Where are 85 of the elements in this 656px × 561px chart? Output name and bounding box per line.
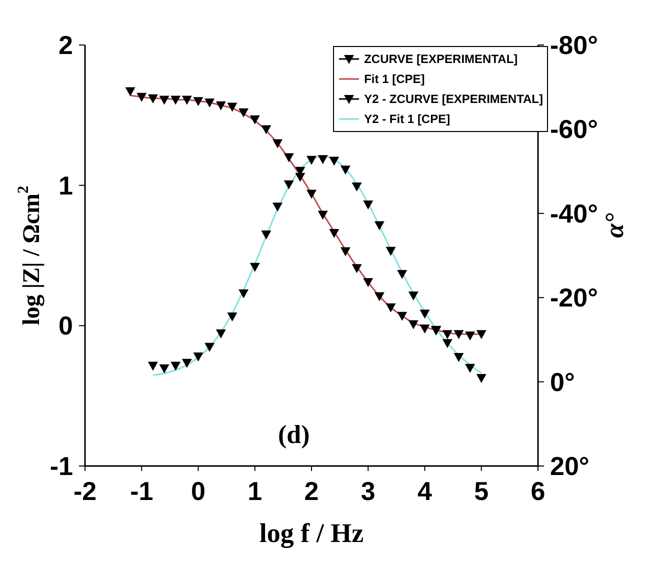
x-tick-label: 1 <box>248 476 262 506</box>
legend-label: Y2 - ZCURVE [EXPERIMENTAL] <box>364 91 543 108</box>
legend-label: ZCURVE [EXPERIMENTAL] <box>364 51 518 68</box>
annotation: (d) <box>278 420 310 450</box>
point <box>374 292 384 302</box>
point <box>204 98 215 108</box>
legend-label: Fit 1 [CPE] <box>364 71 425 88</box>
point <box>476 330 486 340</box>
y2-tick-label: -20° <box>550 282 598 313</box>
point <box>272 202 283 212</box>
point <box>261 230 272 240</box>
point <box>476 374 486 384</box>
point <box>238 108 249 118</box>
point <box>442 339 452 348</box>
point <box>465 364 476 373</box>
point <box>284 153 294 162</box>
point <box>284 180 294 190</box>
y-tick-label: 2 <box>58 30 73 60</box>
x-tick-label: 2 <box>304 476 319 506</box>
point <box>159 364 170 374</box>
y-tick-label: 1 <box>58 170 73 200</box>
point <box>374 221 384 230</box>
y-tick-label: -1 <box>50 451 73 481</box>
point <box>227 312 238 322</box>
point <box>340 247 350 256</box>
point <box>250 115 260 124</box>
point <box>216 101 226 110</box>
x-tick-label: 0 <box>191 476 206 506</box>
point <box>227 102 238 112</box>
point <box>170 96 181 105</box>
point <box>329 156 340 166</box>
x-tick-label: 3 <box>360 476 376 506</box>
point <box>420 324 430 334</box>
point <box>386 246 396 256</box>
x-tick-label: 4 <box>418 476 433 506</box>
y-tick-label: 0 <box>58 310 73 341</box>
point <box>125 87 136 96</box>
x-tick-label: 6 <box>530 476 546 506</box>
point <box>397 312 408 321</box>
point <box>159 96 170 105</box>
point <box>182 358 192 368</box>
point <box>318 210 328 220</box>
point <box>408 291 418 300</box>
point <box>306 190 316 199</box>
x-tick-label: 5 <box>474 476 489 506</box>
point <box>261 125 272 134</box>
point <box>272 139 283 148</box>
y2-tick-label: -40° <box>550 198 598 228</box>
point <box>193 97 204 106</box>
point <box>397 270 408 280</box>
point <box>216 329 226 338</box>
y2-tick-label: 0° <box>550 366 575 397</box>
point <box>363 278 374 288</box>
x-tick-label: -1 <box>130 476 154 506</box>
point <box>465 331 476 340</box>
point <box>352 264 362 274</box>
point <box>148 94 158 104</box>
point <box>250 262 260 272</box>
y2-tick-label: -60° <box>550 114 598 144</box>
legend-label: Y2 - Fit 1 [CPE] <box>364 111 450 128</box>
point <box>238 289 249 298</box>
line-series <box>152 155 482 376</box>
point <box>136 92 147 102</box>
point <box>204 342 215 352</box>
point <box>363 200 374 210</box>
point <box>352 182 362 192</box>
point <box>170 362 181 371</box>
y2-tick-label: 20° <box>550 451 590 481</box>
point <box>148 362 158 371</box>
point <box>306 156 316 165</box>
x-axis-title: log f / Hz <box>259 518 364 548</box>
point <box>442 330 452 340</box>
point <box>318 155 328 164</box>
point <box>408 320 418 330</box>
y2-axis-title: α° <box>600 212 628 238</box>
point <box>329 229 340 238</box>
x-tick-label: -2 <box>73 476 97 506</box>
point <box>386 303 396 312</box>
point <box>420 310 430 319</box>
point <box>193 352 204 362</box>
point <box>340 166 350 175</box>
point <box>182 96 192 105</box>
point <box>454 352 464 362</box>
point <box>454 330 464 340</box>
y2-tick-label: -80° <box>550 30 598 60</box>
